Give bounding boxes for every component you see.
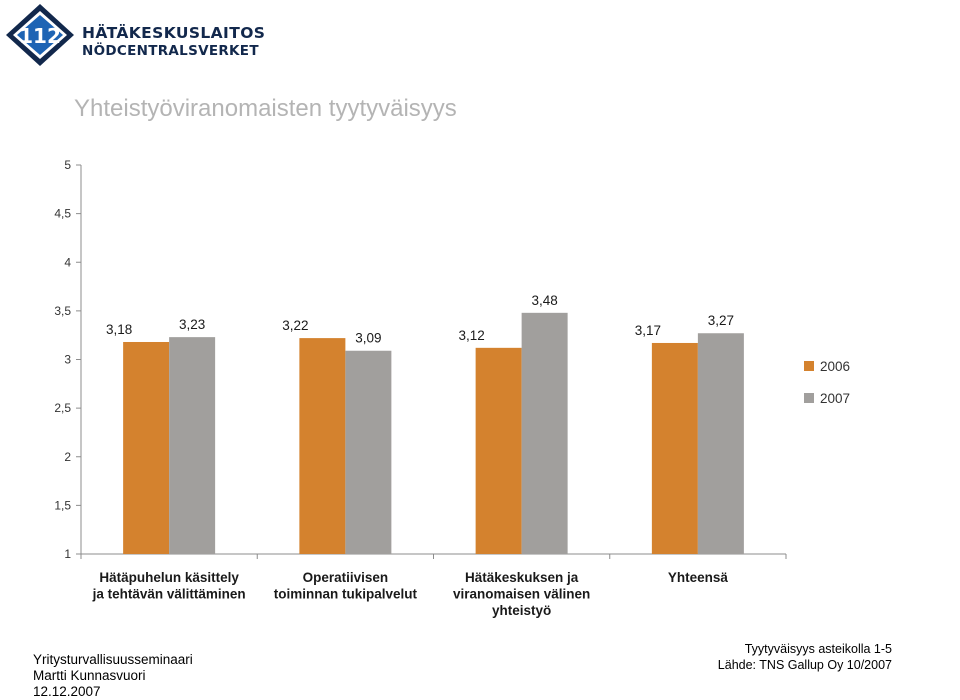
logo-title-sv: NÖDCENTRALSVERKET (82, 43, 259, 59)
bar-2007 (697, 333, 744, 554)
data-label: 3,09 (355, 331, 381, 346)
legend-label: 2006 (820, 359, 850, 374)
data-label: 3,48 (531, 293, 557, 308)
data-label: 3,23 (179, 317, 205, 332)
legend-swatch-2006 (804, 361, 814, 371)
y-tick-label: 3,5 (54, 304, 71, 318)
data-label: 3,18 (106, 322, 132, 337)
data-label: 3,27 (708, 313, 734, 328)
bar-2006 (475, 347, 522, 554)
logo-number: 112 (19, 24, 61, 48)
bar-2006 (123, 341, 170, 554)
legend-label: 2007 (820, 391, 850, 406)
y-tick-label: 1,5 (54, 498, 71, 512)
data-label: 3,22 (282, 318, 308, 333)
bar-chart: 1 1,5 2 2,5 3 3,5 4 4,5 5 3,18 3,23 Hätäpuhelun käs… (54, 158, 850, 618)
bar-2006 (651, 342, 698, 554)
bar-2007 (169, 337, 216, 554)
y-tick-label: 2 (64, 450, 71, 464)
footer-scale-note: Tyytyväisyys asteikolla 1-5 (744, 642, 892, 656)
y-tick-label: 3 (64, 353, 71, 367)
footer-date: 12.12.2007 (33, 684, 101, 699)
x-category-label: Yhteensä (668, 570, 729, 585)
page-title: Yhteistyöviranomaisten tyytyväisyys (74, 95, 457, 122)
footer-source: Lähde: TNS Gallup Oy 10/2007 (717, 658, 892, 672)
data-label: 3,17 (635, 323, 661, 338)
footer-event: Yritysturvallisuusseminaari (33, 652, 193, 667)
y-tick-label: 4 (64, 255, 71, 269)
logo: 112 HÄTÄKESKUSLAITOS NÖDCENTRALSVERKET (4, 2, 265, 68)
legend-swatch-2007 (804, 393, 814, 403)
footer-author: Martti Kunnasvuori (33, 668, 146, 683)
y-tick-label: 5 (64, 158, 71, 172)
bar-2007 (521, 312, 568, 554)
x-category-label: Operatiivisen toiminnan tukipalvelut (274, 570, 418, 602)
y-tick-label: 2,5 (54, 401, 71, 415)
bar-2007 (345, 350, 392, 554)
y-tick-label: 1 (64, 547, 71, 561)
footer-left: Yritysturvallisuusseminaari Martti Kunna… (33, 652, 193, 700)
footer-right: Tyytyväisyys asteikolla 1-5 Lähde: TNS G… (718, 641, 892, 673)
x-category-label: Hätäpuhelun käsittely ja tehtävän välittä… (92, 570, 246, 602)
x-category-label: Hätäkeskuksen ja viranomaisen välinen yhte… (453, 570, 590, 618)
bar-2006 (299, 338, 346, 554)
emergency-112-logo-icon: 112 (6, 4, 74, 66)
data-label: 3,12 (458, 328, 484, 343)
logo-title-fi: HÄTÄKESKUSLAITOS (82, 24, 266, 42)
y-tick-label: 4,5 (54, 207, 71, 221)
